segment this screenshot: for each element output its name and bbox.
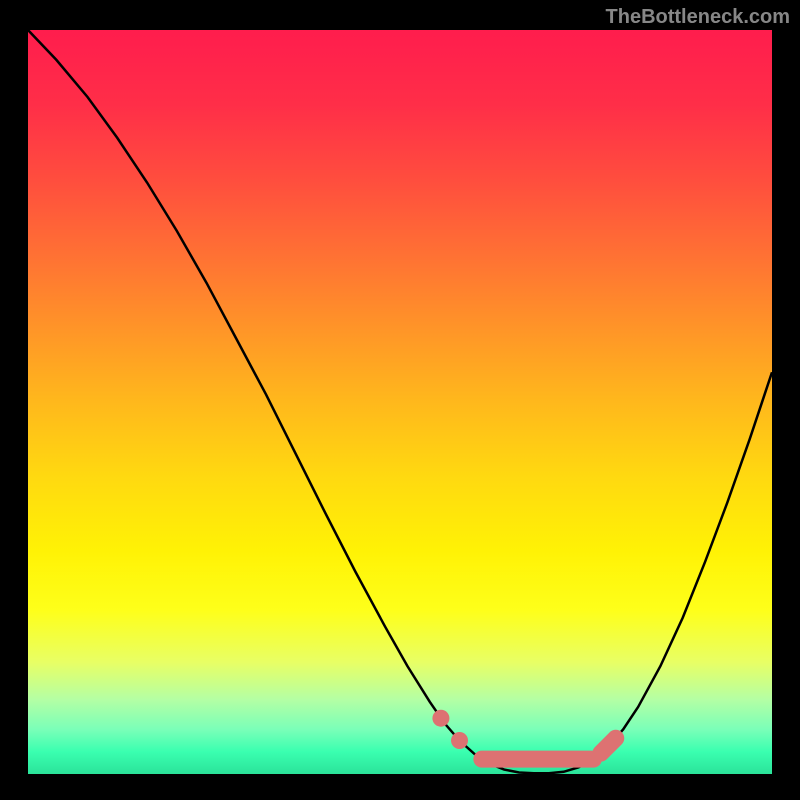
bottleneck-curve (28, 30, 772, 773)
highlight-markers (441, 718, 616, 759)
watermark-text: TheBottleneck.com (606, 6, 790, 29)
curve-overlay (28, 30, 772, 774)
chart-area (28, 30, 772, 774)
highlight-segment (601, 738, 616, 753)
